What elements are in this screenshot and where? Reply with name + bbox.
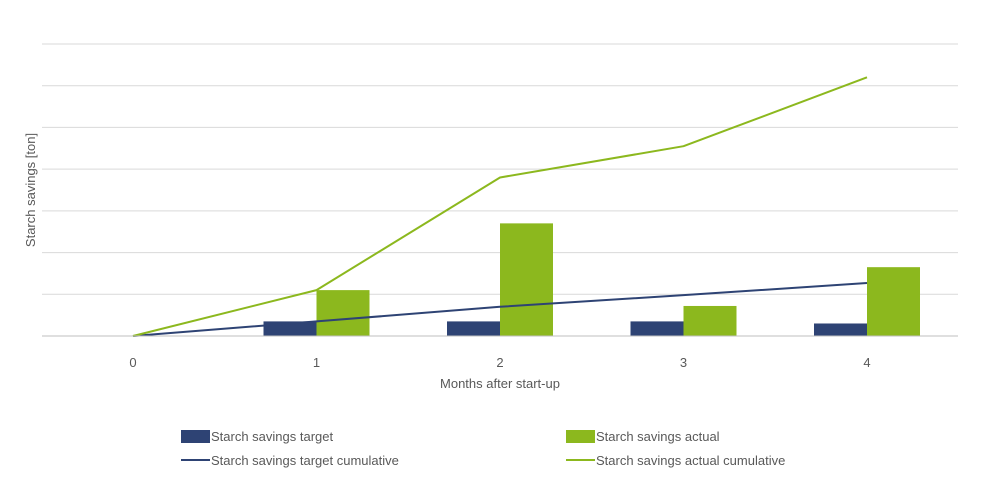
lines — [132, 76, 868, 337]
legend-item: Starch savings target cumulative — [181, 453, 399, 468]
line-target-cumulative — [132, 282, 868, 337]
legend-item: Starch savings actual — [566, 429, 720, 444]
bar-actual — [500, 223, 553, 336]
x-axis-title: Months after start-up — [440, 376, 560, 391]
bar-actual — [683, 305, 737, 336]
x-tick-label: 2 — [496, 355, 503, 370]
legend-swatch — [181, 430, 210, 443]
bars — [263, 223, 920, 336]
x-tick-label: 3 — [680, 355, 687, 370]
legend-label: Starch savings target cumulative — [211, 453, 399, 468]
y-axis-title: Starch savings [ton] — [23, 133, 38, 247]
legend: Starch savings target Starch savings actu… — [181, 429, 785, 468]
legend-label: Starch savings actual — [596, 429, 720, 444]
bar-actual — [316, 290, 370, 336]
x-tick-label: 0 — [129, 355, 136, 370]
legend-item: Starch savings actual cumulative — [566, 453, 785, 468]
legend-label: Starch savings actual cumulative — [596, 453, 785, 468]
bar-target — [447, 321, 500, 336]
gridlines — [42, 43, 958, 295]
legend-label: Starch savings target — [211, 429, 334, 444]
x-tick-label: 1 — [313, 355, 320, 370]
axes: 0 1 2 3 4 — [42, 335, 958, 370]
legend-item: Starch savings target — [181, 429, 334, 444]
line-actual-cumulative — [132, 76, 868, 337]
bar-target — [814, 323, 867, 336]
x-tick-label: 4 — [863, 355, 870, 370]
bar-actual — [867, 267, 920, 336]
bar-target — [630, 321, 684, 336]
legend-swatch — [566, 430, 595, 443]
